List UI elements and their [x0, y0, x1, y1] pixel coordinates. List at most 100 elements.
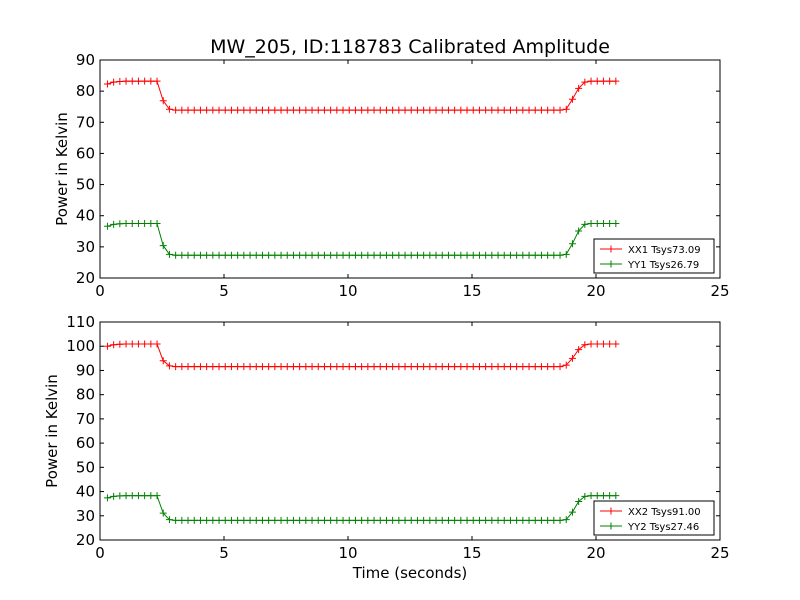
bottom-series-xx2-point: [581, 341, 589, 349]
top-series-yy1-point: [475, 251, 483, 259]
top-y-tick-label: 70: [76, 113, 95, 131]
top-series-yy1-point: [395, 251, 403, 259]
bottom-series-xx2-point: [209, 363, 217, 371]
top-series-yy1-point: [184, 251, 192, 259]
bottom-series-yy2-point: [265, 516, 273, 524]
top-series-xx1-point: [475, 106, 483, 114]
bottom-series-yy2-point: [438, 516, 446, 524]
bottom-series-xx2-point: [351, 363, 359, 371]
bottom-series-yy2-point: [494, 516, 502, 524]
top-series-xx1-point: [234, 106, 242, 114]
top-series-yy1-point: [271, 251, 279, 259]
top-series-yy1-point: [209, 251, 217, 259]
bottom-series-xx2-point: [110, 341, 118, 349]
bottom-legend-label: XX2 Tsys91.00: [628, 507, 701, 518]
top-legend-label: XX1 Tsys73.09: [628, 245, 701, 256]
top-series-yy1-point: [128, 220, 136, 227]
bottom-series-yy2-point: [612, 492, 620, 500]
top-series-yy1-point: [296, 251, 304, 259]
top-series-yy1-point: [587, 220, 595, 227]
bottom-series-xx2-point: [227, 363, 235, 371]
top-series-xx1-point: [562, 105, 570, 113]
bottom-series-yy2-point: [407, 516, 415, 524]
bottom-series-yy2-point: [513, 516, 521, 524]
bottom-series-yy2-point: [432, 516, 440, 524]
top-series-xx1-point: [599, 77, 607, 85]
bottom-series-yy2-point: [451, 516, 459, 524]
bottom-series-yy2-point: [314, 516, 322, 524]
top-series-xx1-point: [209, 106, 217, 114]
top-series-yy1-point: [178, 251, 186, 259]
bottom-series-xx2-point: [141, 340, 149, 348]
top-series-yy1-point: [122, 220, 130, 227]
bottom-series-xx2-point: [240, 363, 248, 371]
bottom-series-xx2-point: [568, 354, 576, 362]
figure-title: MW_205, ID:118783 Calibrated Amplitude: [210, 36, 610, 58]
top-series-xx1-point: [227, 106, 235, 114]
bottom-series-yy2-point: [606, 492, 614, 500]
bottom-series-yy2-point: [320, 516, 328, 524]
bottom-series-xx2-point: [506, 363, 514, 371]
bottom-series-xx2-point: [358, 363, 366, 371]
top-series-yy1-point: [382, 251, 390, 259]
top-series-xx1-point: [215, 106, 223, 114]
top-y-tick-label: 90: [76, 51, 95, 69]
top-series-yy1-point: [401, 251, 409, 259]
top-series-xx1-point: [463, 106, 471, 114]
top-series-yy1-point: [252, 251, 260, 259]
top-series-yy1-point: [277, 251, 285, 259]
top-series-yy1-point: [203, 251, 211, 259]
top-legend: XX1 Tsys73.09 YY1 Tsys26.79: [593, 238, 715, 274]
bottom-series-yy2-point: [581, 492, 589, 500]
top-series-xx1-point: [314, 106, 322, 114]
top-series-yy1-point: [513, 251, 521, 259]
bottom-series-xx2-point: [438, 363, 446, 371]
top-series-yy1-point: [370, 251, 378, 259]
bottom-series-xx2-point: [364, 363, 372, 371]
top-series-xx1-point: [172, 106, 180, 114]
top-series-xx1-point: [147, 77, 155, 85]
top-plot-panel: 0 5 10 15 20 25 20 30 40 50 60 70 80 90 Power in Kelvi…: [53, 51, 730, 300]
top-series-yy1-point: [134, 220, 142, 227]
top-series-yy1-point: [116, 220, 124, 228]
bottom-series-yy2-point: [277, 516, 285, 524]
top-x-tick-label: 5: [219, 282, 229, 300]
top-series-yy1-point: [519, 251, 527, 259]
bottom-series-yy2-point: [413, 516, 421, 524]
top-series-xx1-point: [537, 106, 545, 114]
top-series-yy1-point: [457, 251, 465, 259]
top-series-yy1-point: [581, 220, 589, 228]
top-series-yy1-point: [258, 251, 266, 259]
top-series-yy1-point: [190, 251, 198, 259]
bottom-series-xx2-point: [215, 363, 223, 371]
top-series-yy1-point: [562, 250, 570, 258]
top-y-tick-label: 40: [76, 207, 95, 225]
bottom-series-xx2-point: [320, 363, 328, 371]
bottom-series-yy2-point: [562, 516, 570, 524]
x-axis-label: Time (seconds): [352, 564, 468, 582]
bottom-series-xx2-point: [593, 340, 601, 348]
top-series-xx1-point: [432, 106, 440, 114]
bottom-series-xx2-point: [382, 363, 390, 371]
top-series-xx1-point: [196, 106, 204, 114]
bottom-series-xx2-point: [494, 363, 502, 371]
bottom-y-tick-label: 20: [76, 531, 95, 549]
bottom-y-tick-label: 40: [76, 483, 95, 501]
top-series-yy1-point: [407, 251, 415, 259]
bottom-series-yy2-point: [463, 516, 471, 524]
top-series-yy1-point: [432, 251, 440, 259]
top-series-xx1-point: [265, 106, 273, 114]
bottom-series-xx2-point: [432, 363, 440, 371]
bottom-series-yy2-point: [209, 516, 217, 524]
bottom-series-yy2-point: [141, 492, 149, 500]
top-series-xx1-point: [333, 106, 341, 114]
top-series-xx1-point: [351, 106, 359, 114]
bottom-legend-label: YY2 Tsys27.46: [627, 522, 699, 533]
top-series-yy1-point: [599, 220, 607, 227]
bottom-series-yy2-point: [196, 516, 204, 524]
bottom-series-yy2-point: [500, 516, 508, 524]
top-series-xx1-point: [525, 106, 533, 114]
top-series-xx1-point: [500, 106, 508, 114]
top-series-yy1-point: [593, 220, 601, 227]
top-series-yy1-point: [568, 240, 576, 248]
